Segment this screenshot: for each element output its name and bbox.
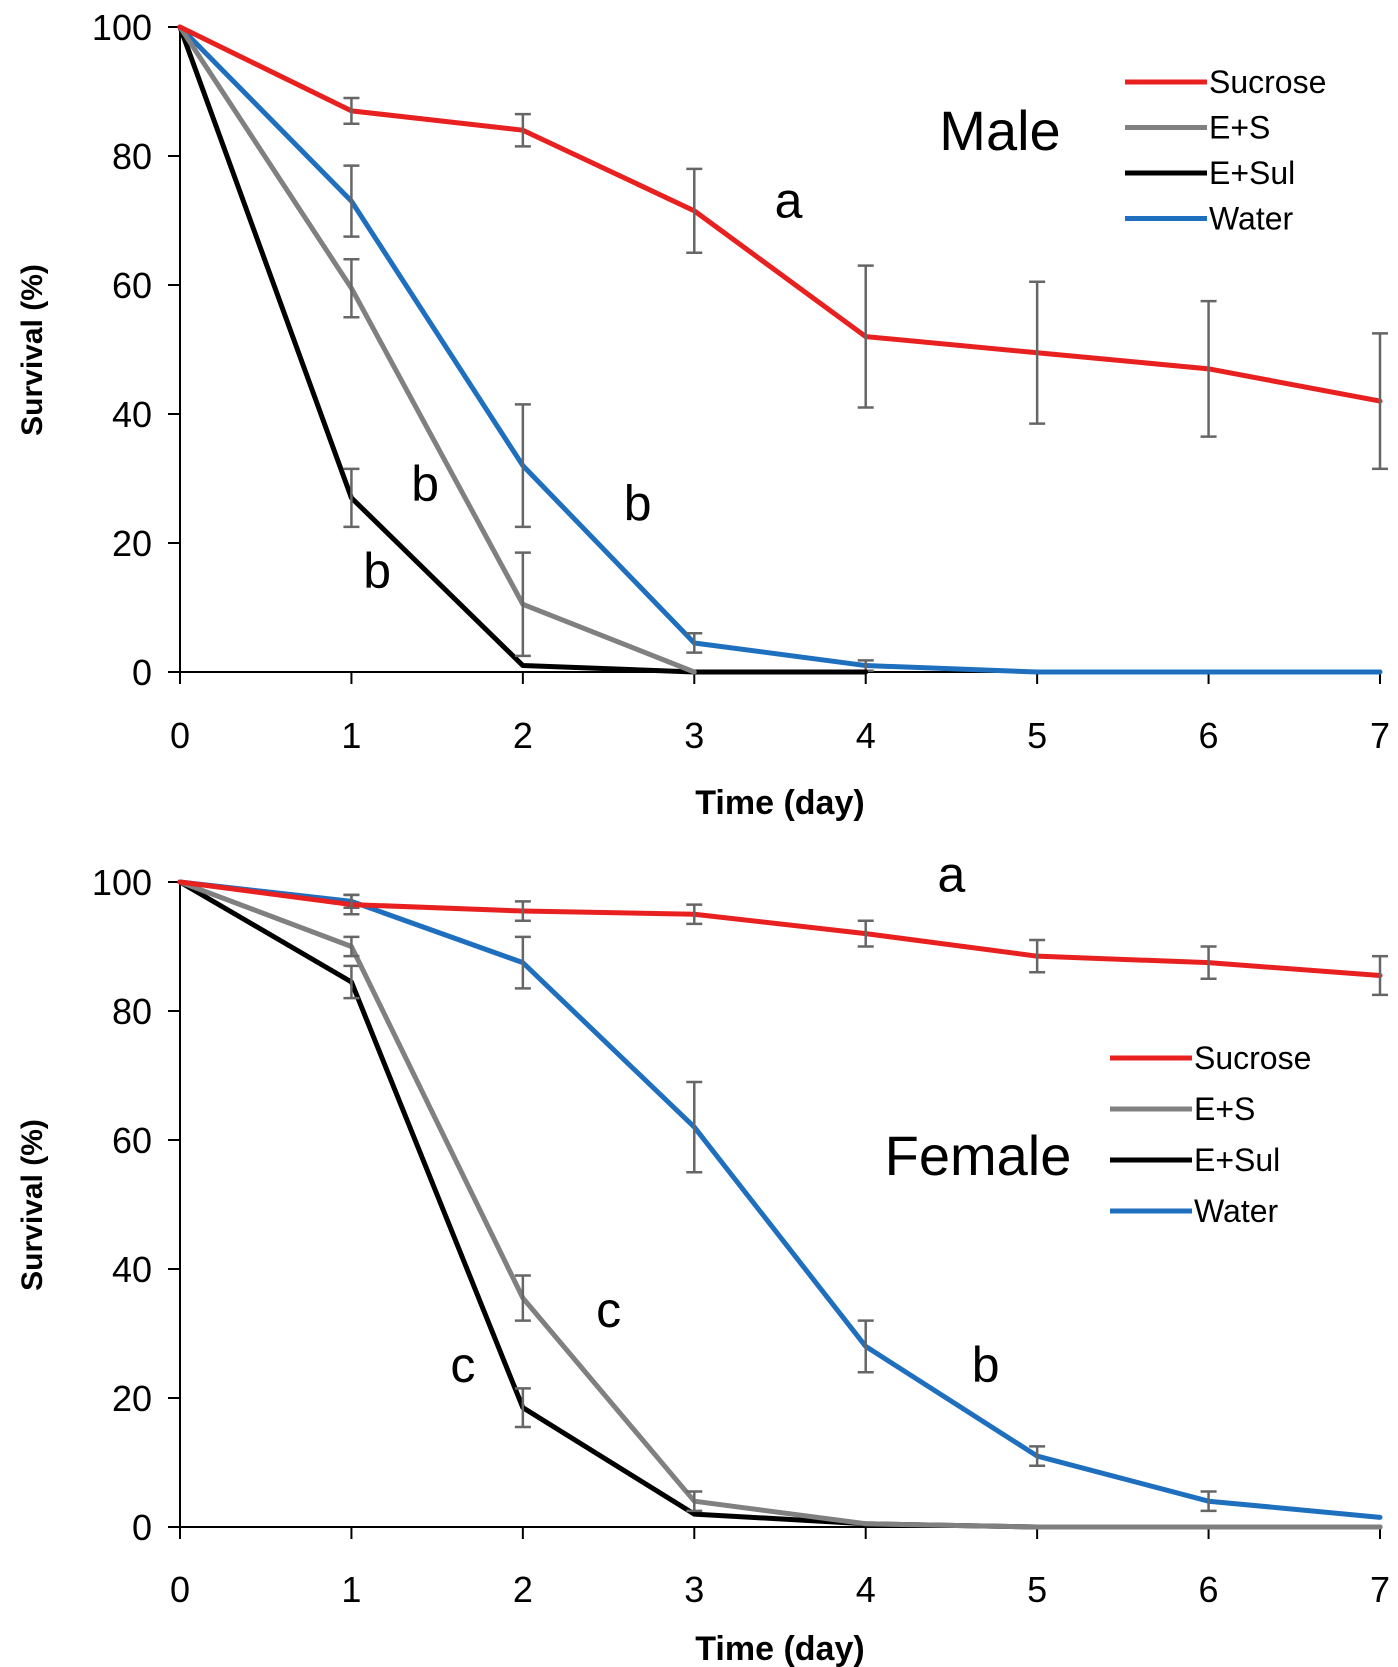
chart-panel-female: 0 20 40 60 80 100 0 1 2 3 4 5 6 7 Time (day) Survival (… bbox=[16, 847, 1390, 1667]
series-e-sul bbox=[177, 24, 869, 675]
significance-letter: a bbox=[775, 172, 803, 228]
significance-letter: b bbox=[411, 456, 439, 512]
x-tick-label: 7 bbox=[1370, 715, 1390, 756]
x-axis-label: Time (day) bbox=[695, 784, 864, 822]
significance-letter: c bbox=[450, 1337, 475, 1393]
legend-label: E+S bbox=[1209, 110, 1270, 146]
series-sucrose bbox=[177, 879, 1388, 997]
x-tick-label: 0 bbox=[170, 1569, 190, 1610]
x-tick-label: 3 bbox=[684, 1569, 704, 1610]
y-tick-label: 40 bbox=[112, 394, 152, 435]
legend-label: Sucrose bbox=[1194, 1040, 1311, 1076]
series-line-water bbox=[177, 24, 1383, 675]
series-line-e-s bbox=[177, 24, 697, 675]
series-e-s bbox=[177, 879, 1383, 1530]
y-tick-label: 0 bbox=[132, 1507, 152, 1548]
x-axis-label: Time (day) bbox=[695, 1630, 864, 1667]
series-water bbox=[177, 24, 1383, 675]
x-tick-label: 1 bbox=[341, 715, 361, 756]
series-line-sucrose bbox=[177, 879, 1383, 979]
x-tick-label: 3 bbox=[684, 715, 704, 756]
y-tick-label: 100 bbox=[92, 862, 152, 903]
legend-label: E+Sul bbox=[1209, 155, 1295, 191]
significance-letter: b bbox=[972, 1337, 1000, 1393]
y-tick-label: 60 bbox=[112, 265, 152, 306]
y-tick-label: 20 bbox=[112, 1378, 152, 1419]
legend: Sucrose E+S E+Sul Water bbox=[1110, 1040, 1311, 1229]
x-tick-label: 6 bbox=[1199, 715, 1219, 756]
x-tick-label: 6 bbox=[1199, 1569, 1219, 1610]
series-line-water bbox=[177, 879, 1383, 1520]
y-tick-label: 0 bbox=[132, 652, 152, 693]
y-tick-label: 80 bbox=[112, 136, 152, 177]
x-tick-label: 4 bbox=[856, 715, 876, 756]
x-tick-label: 0 bbox=[170, 715, 190, 756]
significance-letter: a bbox=[938, 847, 966, 903]
y-tick-label: 80 bbox=[112, 991, 152, 1032]
legend-label: Sucrose bbox=[1209, 64, 1326, 100]
series-line-e-s bbox=[177, 879, 1383, 1530]
chart-panel-male: 0 20 40 60 80 100 0 1 2 3 4 5 6 7 Time (day) Survival (… bbox=[16, 7, 1390, 822]
legend: Sucrose E+S E+Sul Water bbox=[1125, 64, 1326, 237]
y-axis-label: Survival (%) bbox=[16, 1119, 49, 1291]
series-e-s bbox=[177, 24, 697, 675]
panel-label: Male bbox=[939, 99, 1060, 162]
series-sucrose bbox=[177, 24, 1388, 471]
significance-letter: b bbox=[363, 543, 391, 599]
legend-label: Water bbox=[1209, 201, 1294, 237]
y-axis-label: Survival (%) bbox=[16, 264, 49, 436]
x-tick-label: 2 bbox=[513, 715, 533, 756]
y-tick-label: 20 bbox=[112, 523, 152, 564]
panel-label: Female bbox=[885, 1124, 1072, 1187]
significance-letter: c bbox=[596, 1282, 621, 1338]
x-tick-label: 4 bbox=[856, 1569, 876, 1610]
legend-label: Water bbox=[1194, 1193, 1279, 1229]
significance-letter: b bbox=[624, 475, 652, 531]
x-tick-label: 1 bbox=[341, 1569, 361, 1610]
y-tick-label: 100 bbox=[92, 7, 152, 48]
y-tick-label: 40 bbox=[112, 1249, 152, 1290]
series-line-sucrose bbox=[177, 24, 1383, 404]
series-line-e-sul bbox=[177, 24, 869, 675]
legend-label: E+Sul bbox=[1194, 1142, 1280, 1178]
y-tick-label: 60 bbox=[112, 1120, 152, 1161]
x-tick-label: 7 bbox=[1370, 1569, 1390, 1610]
x-tick-label: 2 bbox=[513, 1569, 533, 1610]
x-tick-label: 5 bbox=[1027, 715, 1047, 756]
legend-label: E+S bbox=[1194, 1091, 1255, 1127]
x-tick-label: 5 bbox=[1027, 1569, 1047, 1610]
